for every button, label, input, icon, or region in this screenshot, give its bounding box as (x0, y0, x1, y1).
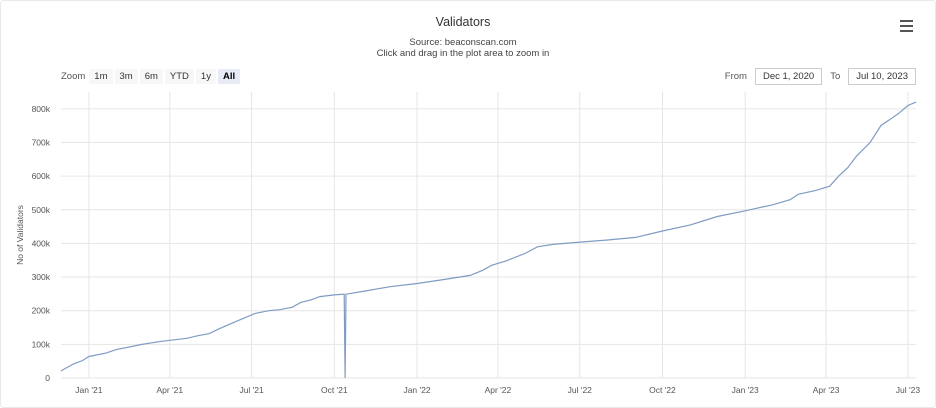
zoom-button-3m[interactable]: 3m (114, 69, 138, 84)
x-tick-label: Jan '21 (75, 385, 102, 395)
to-label: To (830, 71, 841, 82)
x-tick-label: Jul '21 (239, 385, 264, 395)
y-tick-label: 300k (32, 272, 51, 282)
y-tick-label: 800k (32, 104, 51, 114)
zoom-instructions: Click and drag in the plot area to zoom … (376, 48, 550, 59)
y-tick-label: 700k (32, 137, 51, 147)
x-tick-label: Apr '22 (485, 385, 512, 395)
chart-title: Validators (435, 15, 491, 29)
y-tick-label: 400k (32, 238, 51, 248)
x-tick-label: Jan '23 (732, 385, 759, 395)
zoom-button-1m[interactable]: 1m (89, 69, 113, 84)
y-axis-label: No of Validators (15, 205, 25, 265)
validators-series-line (60, 101, 917, 379)
x-tick-label: Oct '21 (321, 385, 348, 395)
y-tick-label: 500k (32, 205, 51, 215)
chart-subtitle: Source: beaconscan.com Click and drag in… (0, 37, 926, 59)
x-tick-label: Jan '22 (403, 385, 430, 395)
y-tick-label: 600k (32, 171, 51, 181)
y-tick-label: 200k (32, 306, 51, 316)
zoom-label: Zoom (61, 71, 86, 82)
source-credit: Source: beaconscan.com (409, 37, 517, 48)
zoom-selector: Zoom 1m 3m 6m YTD 1y All (61, 69, 242, 84)
zoom-button-all[interactable]: All (217, 69, 241, 84)
grid (61, 92, 916, 379)
x-tick-label: Apr '23 (813, 385, 840, 395)
zoom-button-6m[interactable]: 6m (139, 69, 163, 84)
hamburger-menu-icon[interactable] (900, 20, 913, 32)
x-axis-ticks: Jan '21 Apr '21 Jul '21 Oct '21 Jan '22 Apr '… (75, 385, 920, 395)
zoom-button-ytd[interactable]: YTD (164, 69, 194, 84)
x-tick-label: Apr '21 (156, 385, 183, 395)
from-label: From (724, 71, 747, 82)
from-date-input[interactable]: Dec 1, 2020 (754, 68, 823, 85)
to-date-input[interactable]: Jul 10, 2023 (848, 68, 916, 85)
x-tick-label: Jul '22 (568, 385, 593, 395)
zoom-button-1y[interactable]: 1y (195, 69, 216, 84)
y-axis-ticks: 0 100k 200k 300k 400k 500k 600k 700k 800k (32, 104, 51, 383)
y-tick-label: 100k (32, 339, 51, 349)
date-range-selector: From Dec 1, 2020 To Jul 10, 2023 (725, 68, 916, 85)
x-tick-label: Jul '23 (896, 385, 921, 395)
y-tick-label: 0 (45, 373, 50, 383)
x-tick-label: Oct '22 (649, 385, 676, 395)
